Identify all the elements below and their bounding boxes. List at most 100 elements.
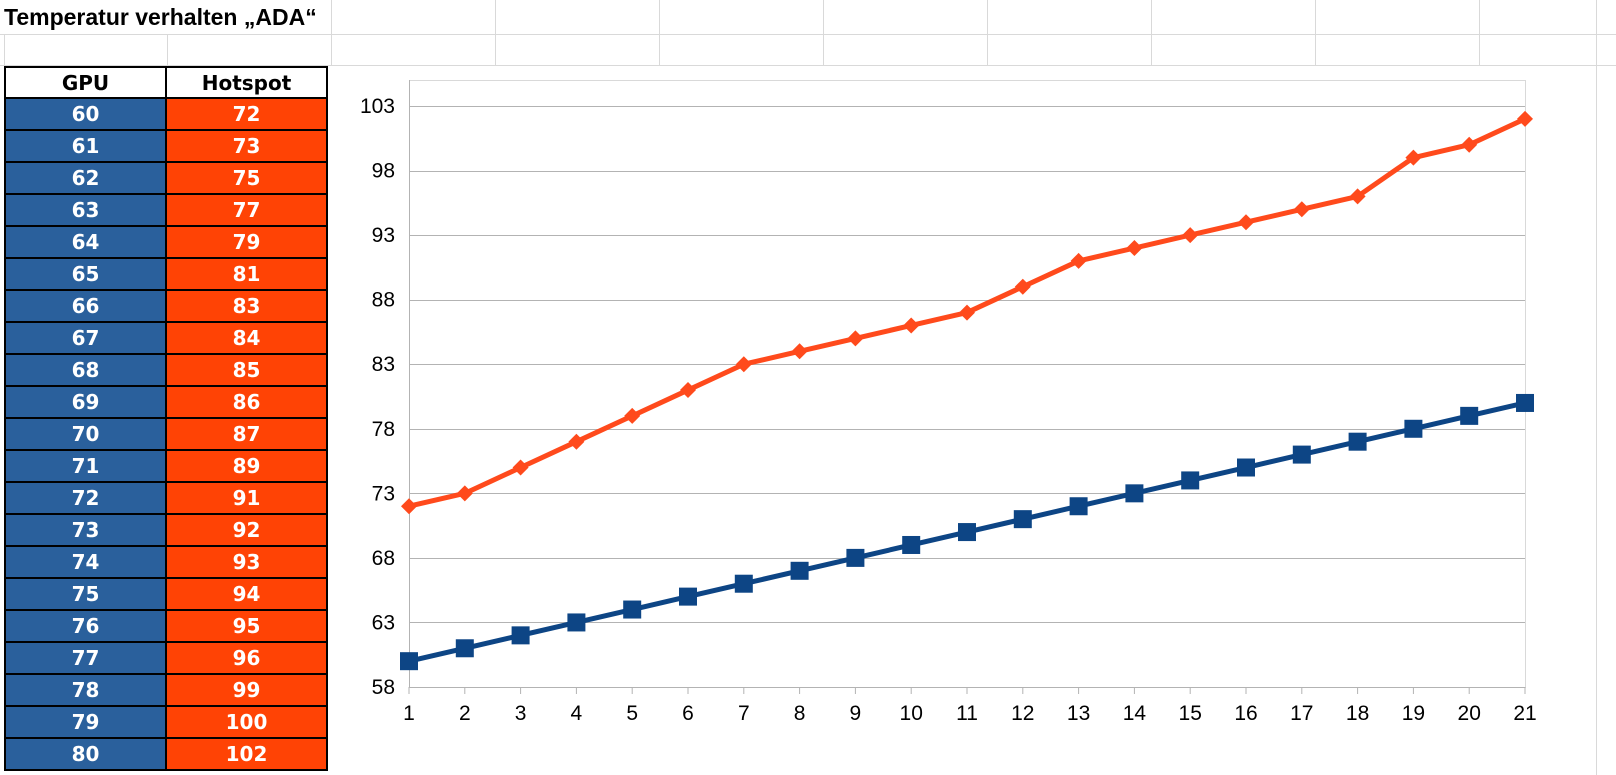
table-row: 79 100	[4, 705, 328, 739]
y-tick-label: 63	[372, 611, 395, 634]
column-header-gpu[interactable]: GPU	[4, 66, 167, 99]
gpu-cell[interactable]: 66	[4, 289, 167, 323]
y-tick-label: 83	[372, 353, 395, 376]
hotspot-data-point	[680, 382, 696, 399]
x-tick-label: 20	[1458, 702, 1481, 725]
y-tick-label: 93	[372, 224, 395, 247]
gpu-cell[interactable]: 68	[4, 353, 167, 387]
hotspot-data-point	[568, 433, 585, 450]
table-row: 61 73	[4, 129, 328, 163]
x-tick-label: 3	[515, 702, 527, 725]
gpu-data-point	[790, 561, 809, 580]
hotspot-data-point	[1070, 252, 1087, 269]
sheet-title: Temperatur verhalten „ADA“	[4, 4, 317, 30]
hotspot-data-point	[1517, 110, 1533, 127]
column-header-hotspot[interactable]: Hotspot	[165, 66, 328, 99]
gpu-cell[interactable]: 67	[4, 321, 167, 355]
x-tick-label: 2	[459, 702, 471, 725]
hotspot-cell[interactable]: 89	[165, 449, 328, 483]
hotspot-cell[interactable]: 91	[165, 481, 328, 515]
x-tick-label: 7	[738, 702, 750, 725]
gpu-data-point	[1013, 510, 1032, 529]
hotspot-cell[interactable]: 92	[165, 513, 328, 547]
hotspot-cell[interactable]: 99	[165, 673, 328, 707]
hotspot-data-point	[624, 407, 641, 424]
hotspot-cell[interactable]: 79	[165, 225, 328, 259]
gpu-data-point	[1516, 393, 1534, 412]
hotspot-data-point	[1293, 201, 1310, 218]
hotspot-cell[interactable]: 77	[165, 193, 328, 227]
gpu-cell[interactable]: 73	[4, 513, 167, 547]
table-row: 60 72	[4, 97, 328, 131]
gpu-cell[interactable]: 61	[4, 129, 167, 163]
table-row: 78 99	[4, 673, 328, 707]
gpu-data-point	[679, 587, 697, 606]
hotspot-cell[interactable]: 96	[165, 641, 328, 675]
hotspot-cell[interactable]: 72	[165, 97, 328, 131]
line-chart[interactable]: 58 63 68 73 78 83 88 93 98 103 1 2 3 4 5 6 7 8 9 10 11 12 13 14…	[335, 66, 1616, 775]
table-row: 71 89	[4, 449, 328, 483]
gpu-cell[interactable]: 70	[4, 417, 167, 451]
gpu-cell[interactable]: 71	[4, 449, 167, 483]
x-tick-label: 4	[571, 702, 583, 725]
x-tick-label: 10	[900, 702, 923, 725]
hotspot-cell[interactable]: 73	[165, 129, 328, 163]
hotspot-data-point	[903, 317, 920, 334]
hotspot-data-point	[1461, 136, 1478, 153]
hotspot-cell[interactable]: 100	[165, 705, 328, 739]
gpu-cell[interactable]: 64	[4, 225, 167, 259]
hotspot-cell[interactable]: 84	[165, 321, 328, 355]
gpu-data-point	[623, 600, 642, 619]
hotspot-cell[interactable]: 86	[165, 385, 328, 419]
gpu-data-point	[1404, 419, 1423, 438]
gpu-data-point	[400, 652, 418, 671]
hotspot-data-point	[1238, 214, 1254, 231]
hotspot-data-point	[1126, 240, 1143, 257]
hotspot-data-point	[1349, 188, 1366, 205]
gpu-cell[interactable]: 63	[4, 193, 167, 227]
hotspot-cell[interactable]: 94	[165, 577, 328, 611]
y-tick-label: 58	[372, 676, 395, 699]
gpu-data-point	[1181, 471, 1200, 490]
hotspot-cell[interactable]: 95	[165, 609, 328, 643]
table-row: 62 75	[4, 161, 328, 195]
hotspot-cell[interactable]: 102	[165, 737, 328, 771]
gpu-cell[interactable]: 60	[4, 97, 167, 131]
x-tick-label: 6	[682, 702, 694, 725]
y-tick-label: 88	[372, 289, 395, 312]
gpu-cell[interactable]: 74	[4, 545, 167, 579]
table-row: 65 81	[4, 257, 328, 291]
hotspot-data-point	[1405, 149, 1422, 166]
gpu-cell[interactable]: 78	[4, 673, 167, 707]
gpu-cell[interactable]: 79	[4, 705, 167, 739]
hotspot-cell[interactable]: 93	[165, 545, 328, 579]
gpu-data-point	[567, 613, 586, 632]
table-row: 68 85	[4, 353, 328, 387]
gpu-cell[interactable]: 65	[4, 257, 167, 291]
hotspot-data-point	[401, 498, 417, 515]
hotspot-cell[interactable]: 85	[165, 353, 328, 387]
x-tick-label: 13	[1067, 702, 1090, 725]
table-row: 77 96	[4, 641, 328, 675]
x-tick-label: 21	[1513, 702, 1536, 725]
x-tick-label: 9	[850, 702, 862, 725]
gpu-cell[interactable]: 75	[4, 577, 167, 611]
hotspot-cell[interactable]: 81	[165, 257, 328, 291]
x-tick-label: 18	[1346, 702, 1369, 725]
x-tick-label: 12	[1011, 702, 1034, 725]
gpu-data-point	[1348, 432, 1367, 451]
gpu-cell[interactable]: 76	[4, 609, 167, 643]
gpu-cell[interactable]: 72	[4, 481, 167, 515]
table-row: 80 102	[4, 737, 328, 771]
gpu-cell[interactable]: 80	[4, 737, 167, 771]
table-row: 75 94	[4, 577, 328, 611]
gpu-cell[interactable]: 69	[4, 385, 167, 419]
gpu-cell[interactable]: 77	[4, 641, 167, 675]
hotspot-cell[interactable]: 75	[165, 161, 328, 195]
hotspot-cell[interactable]: 87	[165, 417, 328, 451]
hotspot-cell[interactable]: 83	[165, 289, 328, 323]
table-body: 60 72 61 73 62 75 63 77 64 79 65 81 66 83 67 84 68 85 69 86…	[4, 97, 328, 771]
gpu-cell[interactable]: 62	[4, 161, 167, 195]
gpu-data-point	[958, 523, 976, 542]
